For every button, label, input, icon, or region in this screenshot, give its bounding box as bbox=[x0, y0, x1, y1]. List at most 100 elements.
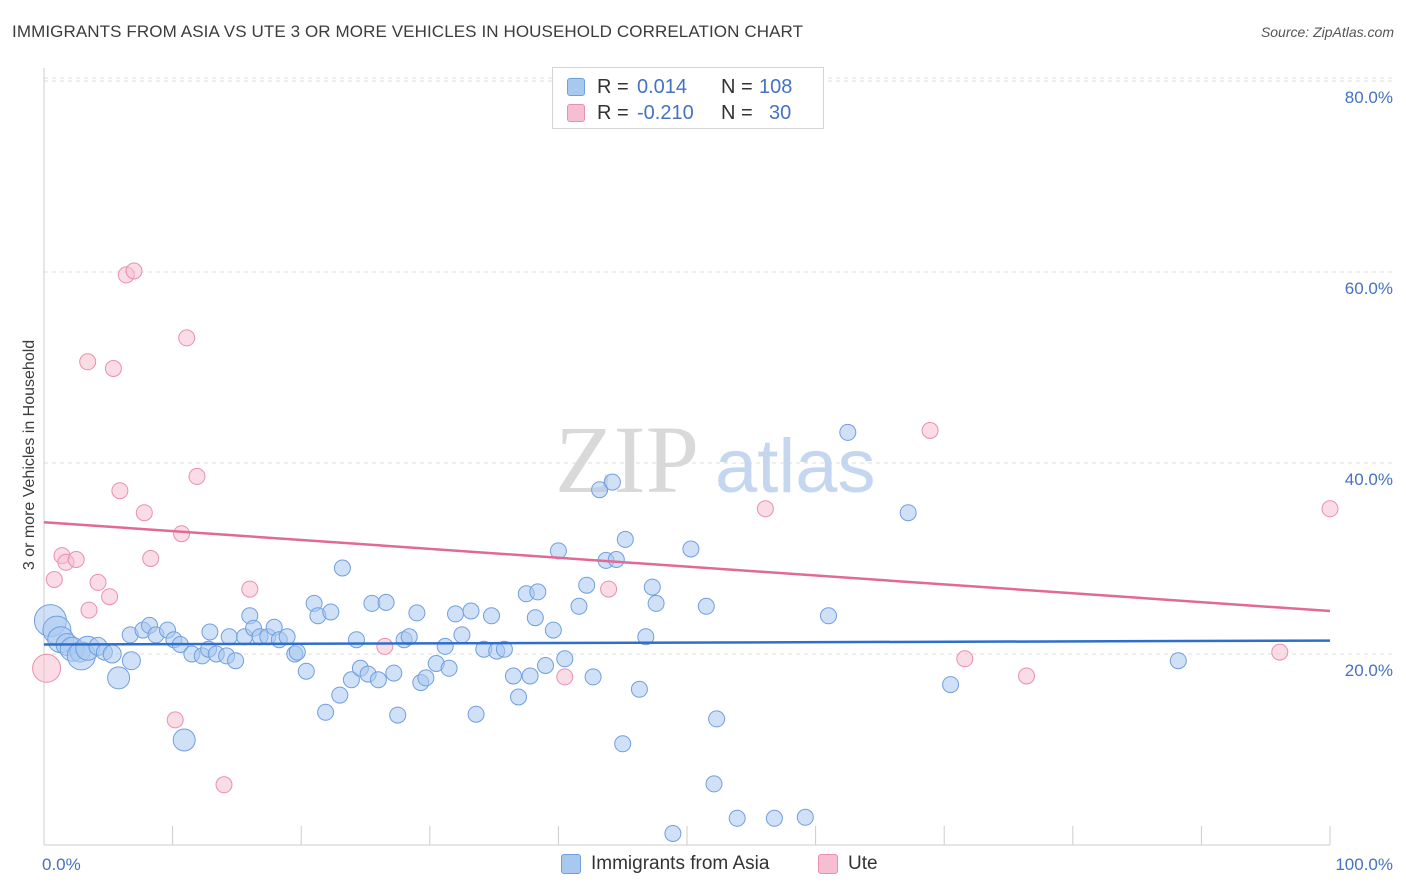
data-point bbox=[756, 500, 774, 518]
legend-swatch-pink bbox=[567, 104, 585, 122]
data-point bbox=[288, 643, 306, 661]
data-point bbox=[504, 667, 522, 685]
data-point bbox=[173, 525, 191, 543]
data-point bbox=[453, 626, 471, 644]
data-point bbox=[436, 637, 454, 655]
bottom-legend-label: Ute bbox=[848, 853, 878, 874]
data-point bbox=[376, 637, 394, 655]
data-point bbox=[708, 710, 726, 728]
data-point bbox=[342, 671, 360, 689]
data-point bbox=[899, 504, 917, 522]
trend-lines bbox=[43, 520, 1331, 646]
data-point bbox=[111, 482, 129, 500]
data-point bbox=[705, 775, 723, 793]
data-point bbox=[188, 467, 206, 485]
data-point bbox=[385, 664, 403, 682]
legend-row-immigrants-from-asia: R = 0.014 N = 108 bbox=[567, 75, 792, 99]
data-point bbox=[1169, 652, 1187, 670]
data-point bbox=[142, 550, 160, 567]
data-point bbox=[333, 559, 351, 577]
data-point bbox=[377, 593, 395, 611]
series-immigrants-from-asia bbox=[33, 423, 1187, 842]
data-point bbox=[556, 668, 574, 686]
stats-legend: R = 0.014 N = 108 R = -0.210 N = 30 bbox=[552, 67, 824, 129]
data-point bbox=[537, 657, 554, 674]
y-axis-label: 3 or more Vehicles in Household bbox=[21, 340, 38, 570]
legend-row-ute: R = -0.210 N = 30 bbox=[567, 101, 791, 125]
data-point bbox=[556, 650, 574, 668]
y-tick-label: 60.0% bbox=[1345, 279, 1393, 298]
data-point bbox=[956, 650, 974, 668]
data-point bbox=[447, 605, 464, 623]
data-point bbox=[1271, 643, 1289, 661]
legend-r-value: -0.210 bbox=[637, 101, 694, 124]
data-point bbox=[80, 601, 98, 619]
data-point bbox=[630, 680, 648, 698]
data-point bbox=[172, 728, 196, 752]
data-point bbox=[322, 603, 340, 621]
data-point bbox=[839, 423, 857, 441]
data-point bbox=[637, 628, 655, 646]
data-point bbox=[1321, 500, 1339, 518]
data-point bbox=[317, 703, 335, 721]
data-point bbox=[440, 659, 458, 677]
data-point bbox=[121, 651, 141, 671]
legend-r-label: R = bbox=[597, 101, 629, 124]
data-point bbox=[614, 735, 632, 753]
legend-r-value: 0.014 bbox=[637, 75, 688, 98]
trend-line-ute bbox=[43, 520, 1331, 613]
data-point bbox=[102, 644, 122, 664]
data-point bbox=[125, 262, 143, 280]
data-point bbox=[201, 623, 219, 641]
data-point bbox=[570, 597, 588, 615]
data-point bbox=[417, 669, 435, 687]
data-point bbox=[166, 711, 184, 729]
data-point bbox=[697, 597, 715, 615]
bottom-legend-ute: Ute bbox=[818, 852, 878, 876]
data-point bbox=[241, 580, 259, 598]
data-point bbox=[578, 576, 596, 594]
legend-n-value: 30 bbox=[769, 101, 792, 124]
data-point bbox=[67, 551, 85, 568]
data-point bbox=[400, 628, 418, 646]
data-point bbox=[408, 604, 426, 622]
y-tick-label: 40.0% bbox=[1345, 470, 1393, 489]
data-point bbox=[462, 602, 480, 620]
data-point bbox=[521, 667, 539, 685]
data-point bbox=[178, 329, 196, 347]
data-point bbox=[529, 583, 547, 601]
x-tick-label: 100.0% bbox=[1335, 855, 1393, 874]
data-point bbox=[107, 666, 131, 690]
series-ute bbox=[32, 262, 1339, 794]
data-point bbox=[603, 473, 621, 491]
chart-title: IMMIGRANTS FROM ASIA VS UTE 3 OR MORE VE… bbox=[12, 22, 804, 41]
data-point bbox=[600, 580, 618, 598]
data-point bbox=[331, 686, 349, 704]
data-point bbox=[921, 422, 939, 439]
data-point bbox=[616, 530, 634, 548]
bottom-legend-label: Immigrants from Asia bbox=[591, 853, 770, 874]
data-point bbox=[215, 776, 233, 794]
data-point bbox=[220, 628, 238, 646]
data-point bbox=[135, 504, 153, 522]
data-point bbox=[101, 588, 119, 606]
data-point bbox=[495, 640, 513, 658]
data-point bbox=[89, 573, 107, 591]
data-point bbox=[467, 705, 485, 723]
data-point bbox=[363, 594, 381, 612]
data-point bbox=[607, 551, 625, 568]
data-point bbox=[278, 628, 296, 646]
x-tick-label: 0.0% bbox=[42, 855, 81, 874]
data-point bbox=[682, 540, 700, 558]
data-point bbox=[297, 662, 315, 680]
data-point bbox=[820, 607, 837, 625]
data-point bbox=[526, 609, 544, 627]
data-point bbox=[584, 668, 602, 686]
data-point bbox=[664, 825, 682, 842]
data-point bbox=[544, 621, 562, 639]
bottom-legend-swatch-blue bbox=[561, 854, 581, 874]
data-point bbox=[45, 571, 63, 588]
watermark-zip: ZIP bbox=[555, 406, 699, 513]
data-point bbox=[643, 578, 661, 596]
